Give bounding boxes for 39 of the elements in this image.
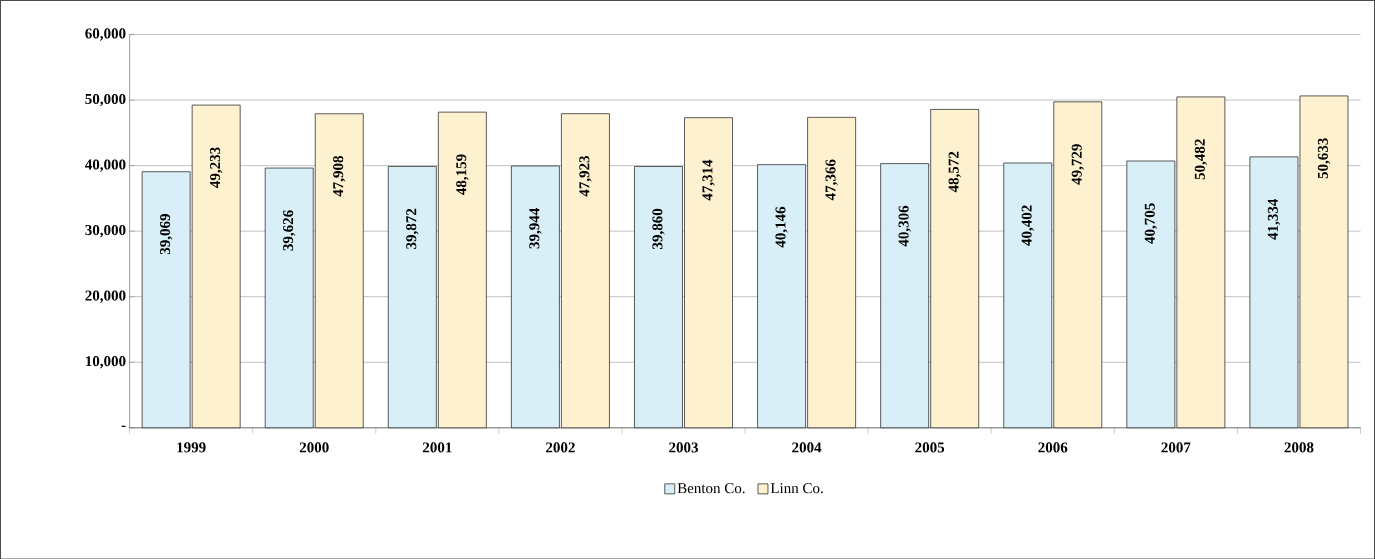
data-label: 49,729 [1071, 143, 1084, 185]
data-label: 40,402 [1021, 205, 1034, 246]
data-label: 41,334 [1267, 198, 1281, 240]
x-tick-label: 2000 [299, 442, 329, 453]
y-tick-label: 40,000 [85, 159, 126, 172]
data-label: 40,705 [1144, 203, 1157, 244]
data-label: 47,366 [825, 159, 838, 200]
data-label: 50,633 [1317, 138, 1331, 179]
x-tick-label: 2006 [1038, 442, 1068, 453]
x-tick-label: 2004 [792, 442, 822, 453]
data-label: 39,944 [529, 207, 542, 249]
data-label: 39,626 [283, 210, 296, 251]
y-tick-label: 30,000 [85, 224, 126, 238]
data-label: 47,923 [579, 155, 592, 197]
y-tick-label: 50,000 [85, 93, 126, 107]
data-label: 39,069 [159, 213, 173, 254]
data-label: 39,860 [652, 208, 665, 249]
x-tick-label: 2002 [546, 442, 575, 453]
y-tick-label: 60,000 [85, 28, 126, 41]
x-tick-label: 2007 [1161, 442, 1191, 453]
data-label: 50,482 [1194, 139, 1208, 180]
data-label: 47,908 [333, 155, 346, 197]
data-label: 48,159 [456, 154, 469, 195]
y-tick-label: 20,000 [85, 290, 126, 303]
y-tick-label: - [121, 425, 126, 427]
data-label: 40,306 [898, 205, 911, 247]
x-tick-label: 2003 [669, 442, 698, 453]
y-tick-label: 10,000 [86, 355, 126, 369]
x-tick-label: 2001 [422, 442, 452, 453]
x-tick-label: 1999 [177, 442, 206, 453]
x-tick-label: 2005 [915, 442, 945, 453]
data-label: 47,314 [702, 159, 715, 201]
data-label: 48,572 [948, 151, 961, 193]
data-label: 40,146 [775, 206, 788, 248]
legend-label: Benton Co. [677, 482, 745, 494]
x-tick-label: 2008 [1284, 442, 1314, 453]
data-label: 39,872 [406, 208, 419, 249]
data-label: 49,233 [210, 147, 223, 188]
legend-label: Linn Co. [770, 482, 823, 494]
